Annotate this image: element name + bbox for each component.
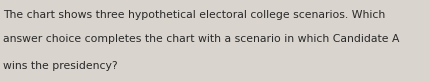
Text: The chart shows three hypothetical electoral college scenarios. Which: The chart shows three hypothetical elect…: [3, 10, 385, 20]
Text: wins the presidency?: wins the presidency?: [3, 61, 118, 71]
Text: answer choice completes the chart with a scenario in which Candidate A: answer choice completes the chart with a…: [3, 34, 399, 44]
